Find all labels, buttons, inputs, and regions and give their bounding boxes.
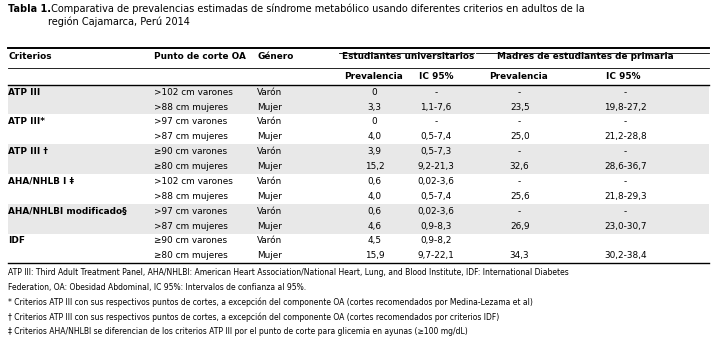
Text: >87 cm mujeres: >87 cm mujeres	[154, 132, 228, 141]
Text: Mujer: Mujer	[257, 222, 282, 231]
Text: Punto de corte OA: Punto de corte OA	[154, 52, 246, 61]
Text: 34,3: 34,3	[510, 251, 529, 260]
Text: IC 95%: IC 95%	[419, 72, 453, 81]
Text: Mujer: Mujer	[257, 192, 282, 201]
Text: >102 cm varones: >102 cm varones	[154, 88, 233, 97]
Text: 26,9: 26,9	[510, 222, 529, 231]
Text: -: -	[624, 207, 627, 216]
Text: Género: Género	[257, 52, 294, 61]
Text: ‡ Criterios AHA/NHLBI se diferencian de los criterios ATP III por el punto de co: ‡ Criterios AHA/NHLBI se diferencian de …	[9, 327, 468, 336]
Text: Varón: Varón	[257, 147, 283, 156]
Text: >87 cm mujeres: >87 cm mujeres	[154, 222, 228, 231]
Text: 0,02-3,6: 0,02-3,6	[418, 177, 455, 186]
Text: 32,6: 32,6	[510, 162, 529, 171]
Text: 0,6: 0,6	[368, 207, 381, 216]
Text: -: -	[434, 88, 438, 97]
Text: -: -	[518, 117, 521, 126]
Text: Prevalencia: Prevalencia	[344, 72, 402, 81]
Text: 0: 0	[372, 88, 378, 97]
Bar	[9, 100, 709, 115]
Bar	[9, 85, 709, 100]
Text: Prevalencia: Prevalencia	[489, 72, 547, 81]
Text: 15,2: 15,2	[365, 162, 384, 171]
Text: IC 95%: IC 95%	[606, 72, 640, 81]
Text: Varón: Varón	[257, 207, 283, 216]
Text: Criterios: Criterios	[9, 52, 52, 61]
Text: 25,0: 25,0	[510, 132, 529, 141]
Text: 0,5-7,3: 0,5-7,3	[420, 147, 452, 156]
Text: ≥90 cm varones: ≥90 cm varones	[154, 147, 228, 156]
Text: 3,9: 3,9	[368, 147, 381, 156]
Text: Mujer: Mujer	[257, 103, 282, 112]
Text: -: -	[624, 177, 627, 186]
Text: Varón: Varón	[257, 177, 283, 186]
Text: 23,5: 23,5	[510, 103, 529, 112]
Text: Varón: Varón	[257, 236, 283, 245]
Text: 21,2-28,8: 21,2-28,8	[604, 132, 647, 141]
Text: † Criterios ATP III con sus respectivos puntos de cortes, a excepción del compon: † Criterios ATP III con sus respectivos …	[9, 313, 500, 322]
Text: AHA/NHLBI modificado§: AHA/NHLBI modificado§	[9, 207, 127, 216]
Text: -: -	[518, 147, 521, 156]
Text: Federation, OA: Obesidad Abdominal, IC 95%: Intervalos de confianza al 95%.: Federation, OA: Obesidad Abdominal, IC 9…	[9, 283, 307, 292]
Text: -: -	[624, 147, 627, 156]
Text: 0,9-8,3: 0,9-8,3	[420, 222, 452, 231]
Text: 25,6: 25,6	[510, 192, 529, 201]
Text: 0,5-7,4: 0,5-7,4	[420, 132, 452, 141]
Text: 1,1-7,6: 1,1-7,6	[420, 103, 452, 112]
Text: Mujer: Mujer	[257, 162, 282, 171]
Text: ATP III: Third Adult Treatment Panel, AHA/NHLBI: American Heart Association/Nati: ATP III: Third Adult Treatment Panel, AH…	[9, 268, 569, 277]
Text: >97 cm varones: >97 cm varones	[154, 207, 228, 216]
Text: * Criterios ATP III con sus respectivos puntos de cortes, a excepción del compon: * Criterios ATP III con sus respectivos …	[9, 298, 534, 307]
Text: 4,0: 4,0	[368, 192, 381, 201]
Bar	[9, 144, 709, 159]
Text: 0,6: 0,6	[368, 177, 381, 186]
Text: Mujer: Mujer	[257, 132, 282, 141]
Text: 0: 0	[372, 117, 378, 126]
Text: -: -	[624, 117, 627, 126]
Text: 9,2-21,3: 9,2-21,3	[418, 162, 455, 171]
Text: 21,8-29,3: 21,8-29,3	[604, 192, 647, 201]
Text: Comparativa de prevalencias estimadas de síndrome metabólico usando diferentes c: Comparativa de prevalencias estimadas de…	[48, 4, 584, 27]
Text: AHA/NHLB I ‡: AHA/NHLB I ‡	[9, 177, 75, 186]
Text: ≥80 cm mujeres: ≥80 cm mujeres	[154, 251, 228, 260]
Text: -: -	[624, 88, 627, 97]
Text: ATP III †: ATP III †	[9, 147, 49, 156]
Text: Varón: Varón	[257, 88, 283, 97]
Text: -: -	[518, 207, 521, 216]
Text: -: -	[518, 177, 521, 186]
Text: 4,6: 4,6	[368, 222, 381, 231]
Text: 9,7-22,1: 9,7-22,1	[418, 251, 455, 260]
Text: 4,0: 4,0	[368, 132, 381, 141]
Text: 28,6-36,7: 28,6-36,7	[604, 162, 647, 171]
Text: >102 cm varones: >102 cm varones	[154, 177, 233, 186]
Text: 0,5-7,4: 0,5-7,4	[420, 192, 452, 201]
Text: ATP III: ATP III	[9, 88, 41, 97]
Text: 0,9-8,2: 0,9-8,2	[420, 236, 452, 245]
Text: 19,8-27,2: 19,8-27,2	[604, 103, 647, 112]
Text: IDF: IDF	[9, 236, 25, 245]
Text: 30,2-38,4: 30,2-38,4	[604, 251, 647, 260]
Text: >88 cm mujeres: >88 cm mujeres	[154, 192, 228, 201]
Text: 0,02-3,6: 0,02-3,6	[418, 207, 455, 216]
Text: Mujer: Mujer	[257, 251, 282, 260]
Text: Estudiantes universitarios: Estudiantes universitarios	[341, 52, 474, 61]
Text: 15,9: 15,9	[365, 251, 384, 260]
Text: >97 cm varones: >97 cm varones	[154, 117, 228, 126]
Text: 23,0-30,7: 23,0-30,7	[604, 222, 647, 231]
Bar	[9, 204, 709, 219]
Text: 4,5: 4,5	[368, 236, 381, 245]
Text: Madres de estudiantes de primaria: Madres de estudiantes de primaria	[497, 52, 674, 61]
Bar	[9, 159, 709, 174]
Text: >88 cm mujeres: >88 cm mujeres	[154, 103, 228, 112]
Text: Tabla 1.: Tabla 1.	[9, 4, 51, 14]
Text: Varón: Varón	[257, 117, 283, 126]
Text: ≥80 cm mujeres: ≥80 cm mujeres	[154, 162, 228, 171]
Text: 3,3: 3,3	[368, 103, 381, 112]
Text: ≥90 cm varones: ≥90 cm varones	[154, 236, 228, 245]
Bar	[9, 219, 709, 234]
Text: -: -	[518, 88, 521, 97]
Text: ATP III*: ATP III*	[9, 117, 46, 126]
Text: -: -	[434, 117, 438, 126]
